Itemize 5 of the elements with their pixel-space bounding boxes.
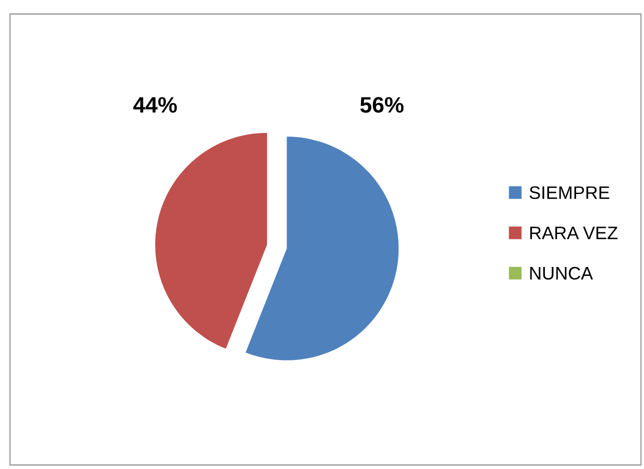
data-label: 56% <box>360 97 404 113</box>
legend-label: NUNCA <box>530 266 593 280</box>
data-label: 44% <box>133 97 177 113</box>
legend-label: RARA VEZ <box>530 226 618 240</box>
legend-label: SIEMPRE <box>530 186 610 200</box>
